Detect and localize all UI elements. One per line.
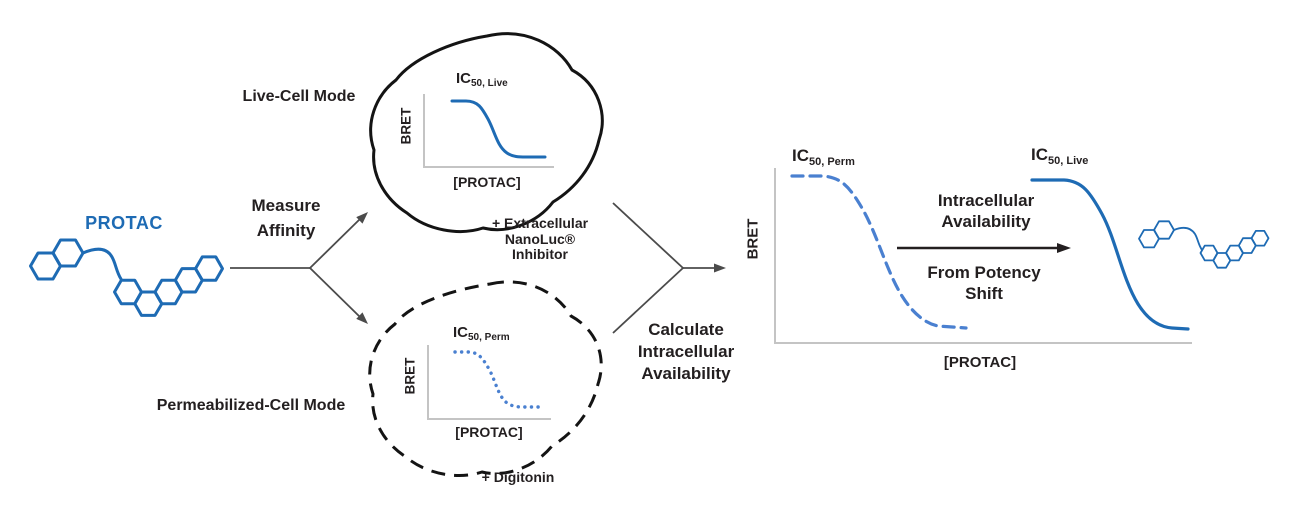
ic-prefix: IC bbox=[456, 70, 471, 87]
perm-mini-xlabel: [PROTAC] bbox=[455, 424, 523, 440]
fork-arrowhead-up bbox=[356, 212, 368, 224]
measure-fork-arrows bbox=[230, 212, 368, 324]
live-mini-curve bbox=[450, 99, 547, 159]
linker-bond bbox=[1173, 227, 1203, 251]
ic-prefix: IC bbox=[792, 146, 809, 165]
result-chart bbox=[774, 168, 1192, 344]
perm-cell-membrane bbox=[368, 280, 603, 477]
ic-subscript: 50, Live bbox=[1048, 155, 1089, 167]
ic50-perm-result-label: IC50, Perm bbox=[792, 146, 855, 168]
fork-arrowhead-down bbox=[356, 312, 368, 324]
converge-line-bottom bbox=[612, 267, 684, 334]
result-ylabel: BRET bbox=[744, 218, 762, 260]
live-mini-axes bbox=[423, 94, 554, 168]
converge-line-top bbox=[612, 202, 684, 269]
ic-subscript: 50, Perm bbox=[809, 156, 855, 168]
result-axes bbox=[774, 168, 1192, 344]
converge-arrows bbox=[612, 202, 726, 334]
potency-shift-arrowhead bbox=[1057, 243, 1071, 253]
live-mini-ylabel: BRET bbox=[398, 107, 414, 145]
ic50-perm-mini-label: IC50, Perm bbox=[453, 324, 510, 343]
calculate-arrowhead bbox=[714, 263, 726, 273]
live-mini-chart bbox=[423, 94, 554, 168]
hexagon-ring bbox=[29, 251, 62, 281]
digitonin-note: + Digitonin bbox=[481, 469, 555, 485]
hexagon-ring bbox=[1250, 229, 1270, 247]
ic50-live-mini-label: IC50, Live bbox=[456, 70, 508, 89]
result-xlabel: [PROTAC] bbox=[943, 354, 1017, 371]
ic-subscript: 50, Live bbox=[471, 78, 508, 89]
perm-mini-chart bbox=[427, 345, 551, 420]
live-mini-xlabel: [PROTAC] bbox=[453, 174, 521, 190]
ic-prefix: IC bbox=[1031, 145, 1048, 164]
calculate-availability-label: Calculate Intracellular Availability bbox=[637, 320, 735, 383]
perm-mini-axes bbox=[427, 345, 551, 420]
protac-structure-left bbox=[29, 238, 224, 317]
perm-mini-curve bbox=[453, 350, 545, 409]
fork-arrow-down bbox=[309, 267, 361, 318]
extracellular-inhibitor-note: + Extracellular NanoLuc® Inhibitor bbox=[491, 215, 589, 262]
ic-prefix: IC bbox=[453, 324, 468, 341]
live-cell-mode-label: Live-Cell Mode bbox=[242, 88, 356, 105]
intracellular-availability-label: Intracellular Availability bbox=[937, 191, 1035, 231]
from-potency-shift-label: From Potency Shift bbox=[927, 263, 1041, 303]
measure-affinity-label: Measure Affinity bbox=[251, 196, 321, 240]
result-perm-curve bbox=[790, 174, 968, 330]
ic50-live-result-label: IC50, Live bbox=[1031, 145, 1088, 167]
protac-label: PROTAC bbox=[85, 213, 163, 233]
ic-subscript: 50, Perm bbox=[468, 332, 510, 343]
perm-mini-ylabel: BRET bbox=[402, 357, 418, 395]
fork-arrow-up bbox=[309, 218, 361, 269]
hexagon-ring bbox=[1138, 229, 1160, 249]
hexagon-ring bbox=[194, 255, 224, 282]
live-cell-membrane bbox=[369, 32, 604, 233]
protac-structure-right bbox=[1138, 220, 1270, 269]
result-live-curve bbox=[1030, 178, 1190, 331]
permeabilized-cell-mode-label: Permeabilized-Cell Mode bbox=[156, 397, 346, 414]
linker-bond bbox=[81, 247, 123, 281]
